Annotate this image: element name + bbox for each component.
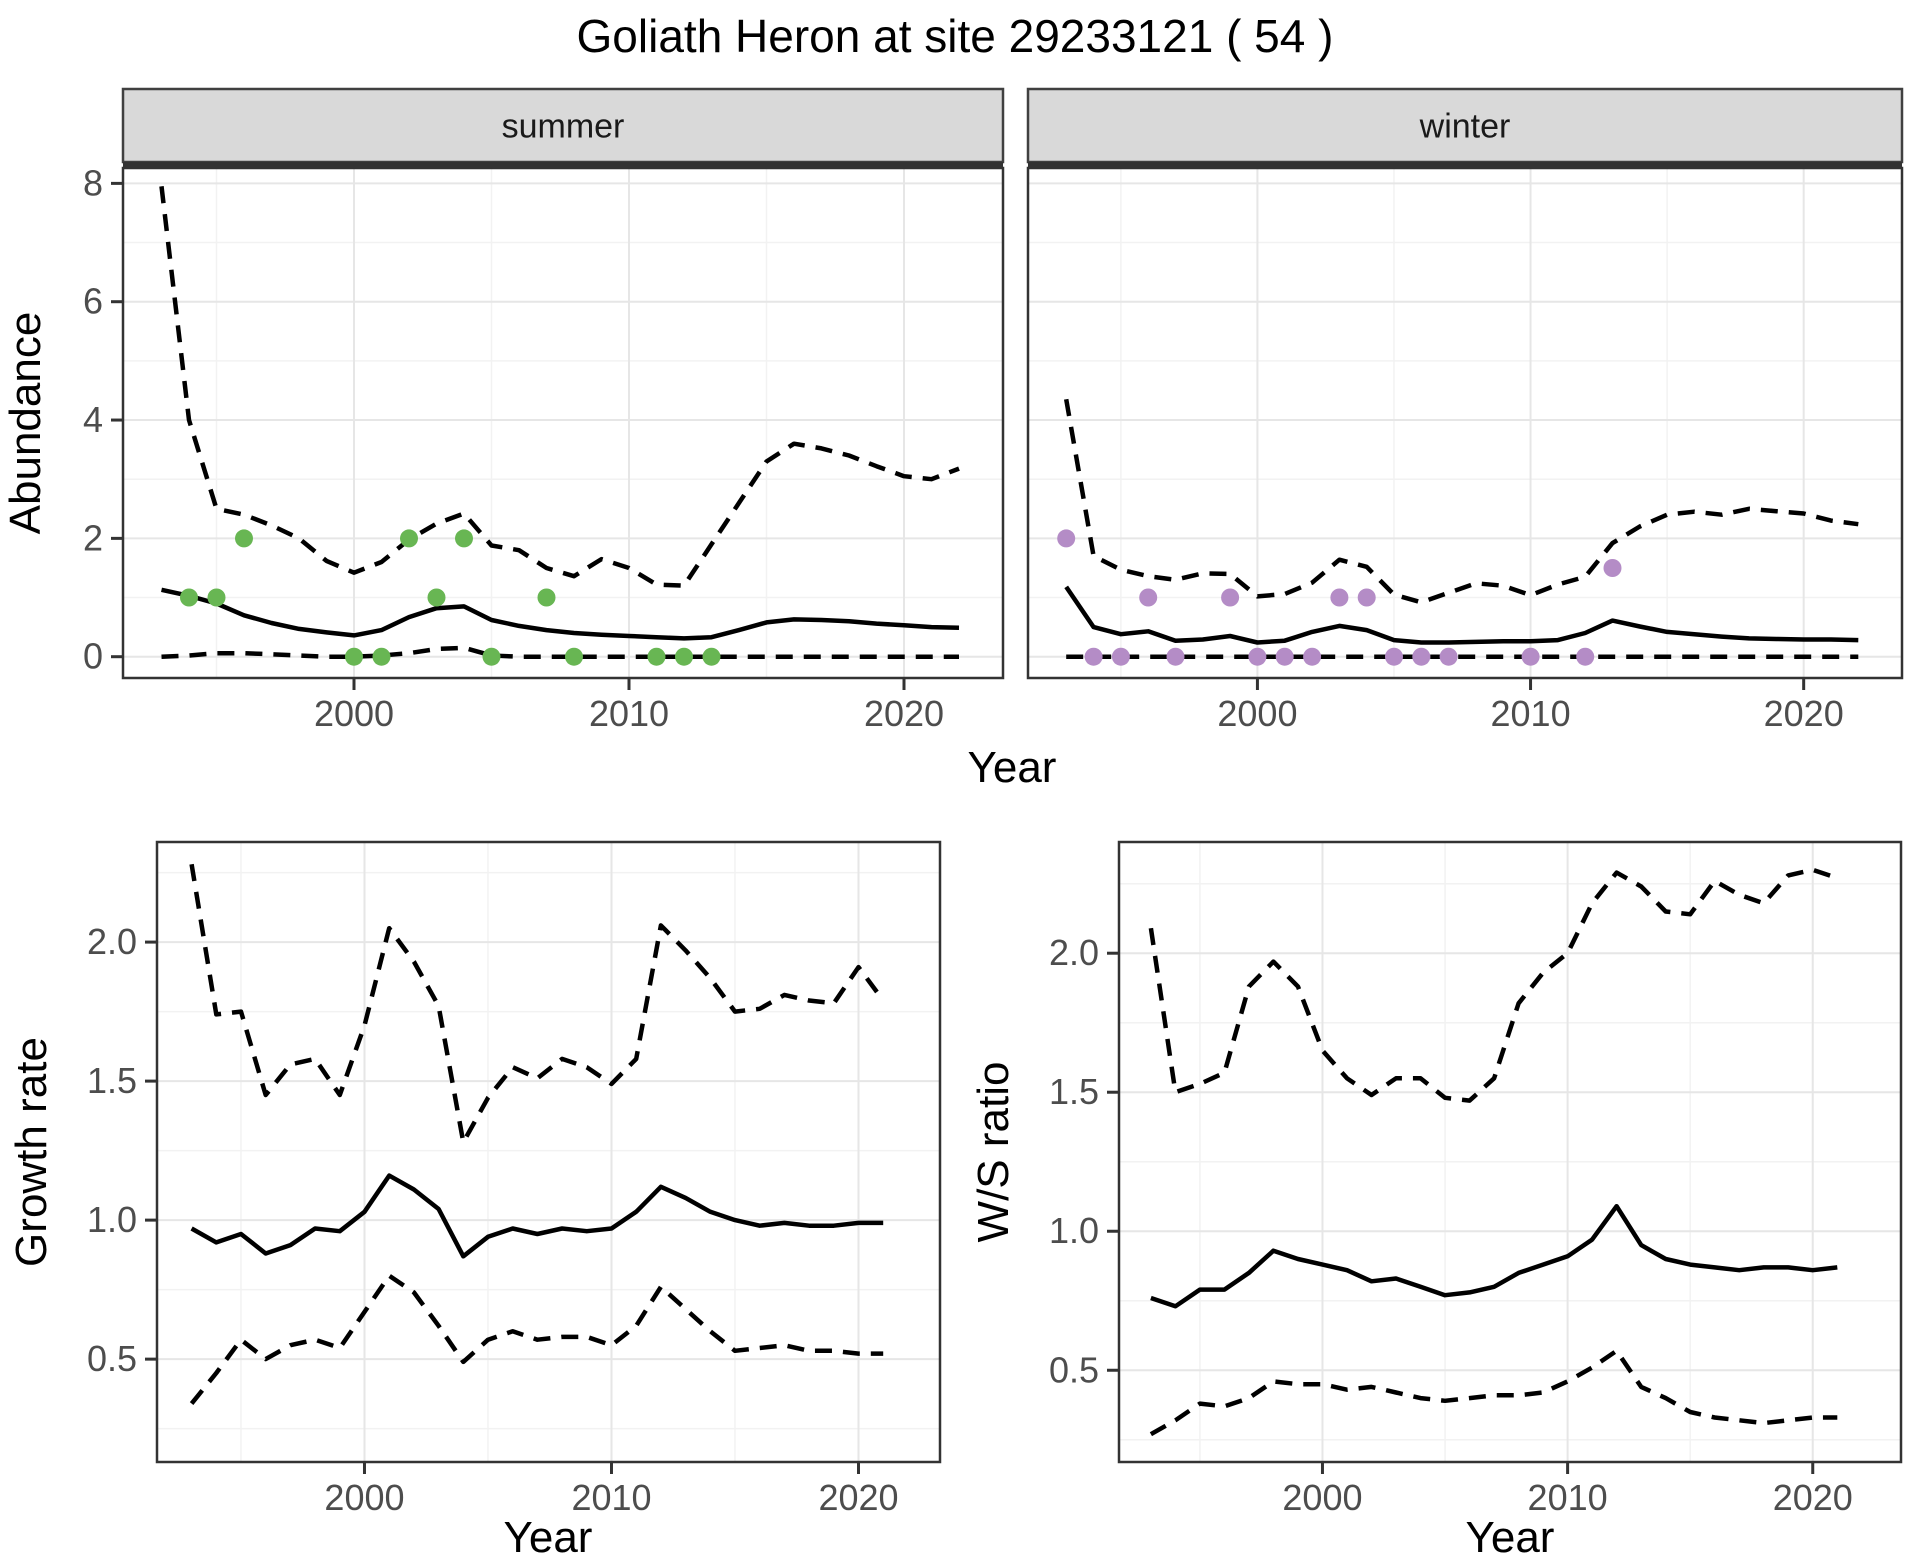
observation-point: [207, 588, 226, 607]
abundance-winter-ci_upper-line: [1063, 398, 1859, 605]
x-tick-label: 2010: [1491, 693, 1571, 734]
y-axis-title: Abundance: [1, 312, 50, 535]
observation-point: [482, 647, 501, 666]
y-axis-title: W/S ratio: [969, 1062, 1018, 1243]
observation-point: [1057, 529, 1076, 548]
panel-growth-rate: 2000 2010 2020 0.5 1.0 1.5 2.0 Growth rate Year: [7, 840, 942, 1560]
facet-strip-label: winter: [1419, 108, 1511, 146]
shared-x-axis-title: Year: [968, 743, 1057, 792]
y-tick-label: 1.0: [1049, 1210, 1099, 1251]
y-tick-label: 0.5: [87, 1338, 137, 1379]
ws-ratio-ci_upper-line: [1148, 867, 1839, 1103]
x-tick-label: 2020: [1764, 693, 1844, 734]
observation-point: [647, 647, 666, 666]
observation-point: [565, 647, 583, 666]
panel-abundance-summer: 2000 2010 2020 0 2 4 6 8 summer Abundance: [1, 87, 1005, 734]
observation-point: [1248, 647, 1267, 666]
facet-strip-label: summer: [502, 108, 625, 146]
observation-point: [1166, 647, 1185, 666]
x-tick-label: 2010: [571, 1477, 651, 1518]
growth-rate-ci_lower-line: [189, 1273, 884, 1406]
panel-border: [155, 840, 942, 1464]
observation-point: [1139, 588, 1158, 607]
observation-point: [1412, 647, 1431, 666]
panel-ws-ratio: 2000 2010 2020 0.5 1.0 1.5 2.0 W/S ratio Year: [969, 840, 1903, 1560]
observation-point: [345, 647, 363, 666]
observation-point: [1576, 647, 1595, 666]
observation-point: [702, 647, 721, 666]
observation-point: [675, 647, 693, 666]
observation-point: [1385, 647, 1403, 666]
observation-point: [1111, 647, 1130, 666]
ws-ratio-median-line: [1150, 1203, 1838, 1309]
observation-point: [1084, 647, 1103, 666]
x-tick-label: 2010: [589, 693, 669, 734]
observation-point: [455, 529, 473, 548]
panel-abundance-winter: 2000 2010 2020 winter: [1026, 87, 1904, 734]
observation-point: [235, 529, 253, 548]
y-tick-label: 1.0: [87, 1199, 137, 1240]
abundance-summer-ci_lower-line: [161, 645, 959, 659]
observation-point: [1357, 588, 1376, 607]
x-tick-label: 2000: [1217, 693, 1297, 734]
y-tick-label: 2: [83, 517, 103, 558]
observation-point: [1221, 588, 1240, 607]
y-tick-label: 0: [83, 636, 103, 677]
observation-point: [372, 647, 391, 666]
y-tick-label: 2.0: [87, 921, 137, 962]
y-tick-label: 2.0: [1049, 932, 1099, 973]
observation-point: [1439, 647, 1458, 666]
growth-rate-ci_upper-line: [189, 863, 886, 1145]
observation-point: [400, 529, 418, 548]
y-tick-label: 8: [83, 162, 103, 203]
observation-point: [427, 588, 446, 607]
abundance-summer-median-line: [161, 587, 960, 641]
figure-title: Goliath Heron at site 29233121 ( 54 ): [577, 10, 1334, 62]
x-tick-label: 2000: [324, 1477, 404, 1518]
x-tick-label: 2020: [818, 1477, 898, 1518]
x-axis-title: Year: [1466, 1513, 1555, 1560]
y-tick-label: 1.5: [1049, 1071, 1099, 1112]
y-axis-title: Growth rate: [7, 1037, 56, 1267]
y-tick-label: 4: [83, 399, 103, 440]
observation-point: [1521, 647, 1540, 666]
observation-point: [1603, 559, 1622, 577]
x-axis-title: Year: [504, 1513, 593, 1560]
panel-border: [1117, 840, 1903, 1464]
x-tick-label: 2020: [1773, 1477, 1853, 1518]
x-tick-label: 2000: [314, 693, 394, 734]
y-tick-label: 6: [83, 281, 103, 322]
abundance-summer-ci_upper-line: [159, 186, 960, 588]
facet-strip: [121, 87, 1005, 164]
x-tick-label: 2020: [864, 693, 944, 734]
observation-point: [1275, 647, 1294, 666]
y-tick-label: 1.5: [87, 1060, 137, 1101]
observation-point: [1303, 647, 1322, 666]
observation-point: [1330, 588, 1349, 607]
y-tick-label: 0.5: [1049, 1349, 1099, 1390]
observation-point: [180, 588, 198, 607]
strip-divider: [1028, 162, 1902, 168]
x-tick-label: 2010: [1528, 1477, 1608, 1518]
abundance-winter-median-line: [1064, 585, 1859, 645]
growth-rate-median-line: [190, 1173, 884, 1259]
observation-point: [537, 588, 556, 607]
x-tick-label: 2000: [1282, 1477, 1362, 1518]
ws-ratio-ci_lower-line: [1149, 1348, 1838, 1437]
strip-divider: [123, 162, 1003, 168]
